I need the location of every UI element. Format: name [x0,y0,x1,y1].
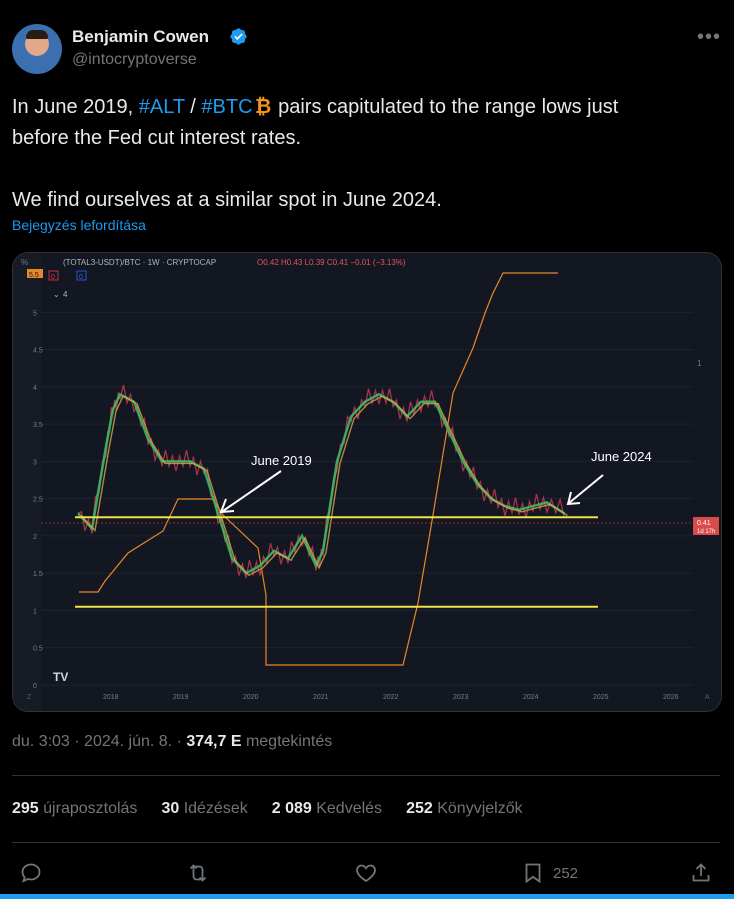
repost-icon [189,864,207,882]
tweet-text-segment: / [184,96,202,118]
chart-image[interactable]: 5 4.5 4 3.5 3 2.5 2 1.5 1 0.5 0 2018 2019 2020 2021 20… [12,252,722,712]
share-button[interactable] [689,858,713,888]
scale-badge: 5.5 [29,272,39,279]
chart-ohlc: O0.42 H0.43 L0.39 C0.41 −0.01 (−3.13%) [257,258,406,267]
bookmark-button[interactable]: 252 [521,858,578,888]
annotation-june-2024: June 2024 [591,449,652,464]
bottom-accent-bar [0,894,734,899]
view-count: 374,7 E [186,733,242,750]
y-tick-label: 2 [33,534,37,541]
y-tick-label: 3 [33,459,37,466]
chart-corner-right: A [705,694,710,701]
reply-button[interactable] [19,858,43,888]
engagement-stats: 295 újraposztolás 30 Idézések 2 089 Kedv… [12,800,523,818]
view-count-label: megtekintés [241,733,333,750]
bookmarks-stat[interactable]: 252 Könyvjelzők [406,800,523,817]
price-chart: 5 4.5 4 3.5 3 2.5 2 1.5 1 0.5 0 2018 2019 2020 2021 20… [13,253,721,711]
x-tick-label: 2026 [663,694,679,701]
translate-post-link[interactable]: Bejegyzés lefordítása [12,217,146,233]
tweet-text: In June 2019, #ALT / #BTC ₿ pairs capitul… [12,92,712,216]
tweet-text-segment: pairs capitulated to the range lows just [272,96,619,118]
reposts-stat[interactable]: 295 újraposztolás [12,800,138,817]
svg-text:1d 17h: 1d 17h [697,529,715,535]
right-scale-label: 1 [697,359,702,368]
moving-average-line-2 [80,395,568,577]
y-tick-label: 1 [33,608,37,615]
likes-stat[interactable]: 2 089 Kedvelés [271,800,383,817]
bookmark-count: 252 [553,864,579,882]
y-tick-label: 5 [33,310,37,317]
reply-icon [21,863,41,883]
annotation-june-2019: June 2019 [251,453,312,468]
y-tick-label: 3.5 [33,422,43,429]
x-tick-label: 2025 [593,694,609,701]
tweet-text-line: We find ourselves at a similar spot in J… [12,189,442,211]
x-tick-label: 2022 [383,694,399,701]
tweet-text-segment: In June 2019, [12,96,139,118]
svg-text:₿: ₿ [255,95,271,117]
y-tick-label: 1.5 [33,571,43,578]
verified-badge-icon [230,28,247,45]
avatar[interactable] [12,24,62,74]
indicator-value-b: 0 [79,274,83,281]
bookmark-icon [525,863,541,884]
arrow-june-2019 [222,470,282,512]
chart-symbol: (TOTAL3-USDT)/BTC · 1W · CRYPTOCAP [63,258,216,267]
y-tick-label: 4.5 [33,348,43,355]
y-tick-label: 0.5 [33,646,43,653]
timestamp-line: du. 3:03 · 2024. jún. 8. · 374,7 E megte… [12,733,332,751]
svg-text:0.41: 0.41 [697,520,711,527]
svg-text:⌄: ⌄ [53,290,60,299]
repost-button[interactable] [186,858,210,888]
share-icon [692,863,710,882]
y-tick-label: 4 [33,385,37,392]
divider [12,775,720,776]
quotes-stat[interactable]: 30 Idézések [161,800,248,817]
percent-toggle[interactable]: % [21,258,28,267]
x-tick-label: 2023 [453,694,469,701]
indicator-collapse-count[interactable]: 4 [63,290,68,299]
y-tick-label: 0 [33,683,37,690]
more-options-icon[interactable]: ••• [697,26,722,48]
indicator-value-a: 0 [51,274,55,281]
moving-average-line [77,392,566,575]
tradingview-logo-icon: TV [53,670,68,684]
x-tick-label: 2018 [103,694,119,701]
y-tick-label: 2.5 [33,497,43,504]
x-tick-label: 2020 [243,694,259,701]
arrow-june-2024 [568,474,604,504]
timestamp[interactable]: du. 3:03 · 2024. jún. 8. · [12,733,187,750]
author-handle[interactable]: @intocryptoverse [72,51,197,68]
x-tick-label: 2019 [173,694,189,701]
author-name[interactable]: Benjamin Cowen [72,27,209,46]
x-tick-label: 2021 [313,694,329,701]
chart-corner-left: Z [27,694,32,701]
support-band-line [79,272,558,666]
x-tick-label: 2024 [523,694,539,701]
price-tag [693,517,719,535]
tweet-text-line: before the Fed cut interest rates. [12,127,302,149]
divider [12,842,720,843]
bitcoin-emoji-icon: ₿ [255,95,271,117]
like-button[interactable] [354,858,378,888]
hashtag-alt[interactable]: #ALT [138,96,185,118]
hashtag-btc[interactable]: #BTC [201,96,253,118]
action-bar: 252 [0,858,734,890]
price-series [77,384,566,579]
heart-icon [356,864,376,883]
